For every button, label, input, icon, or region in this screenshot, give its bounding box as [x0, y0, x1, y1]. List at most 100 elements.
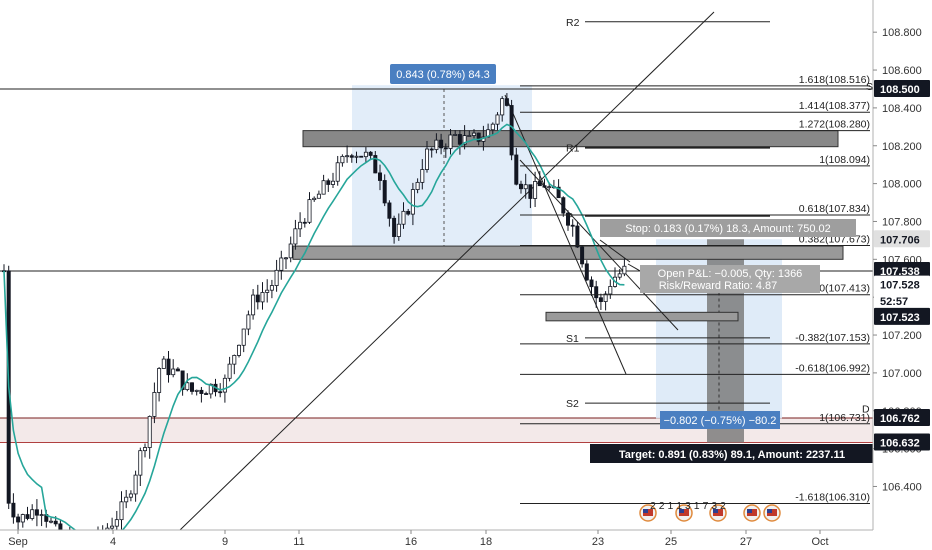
- price-tag: 107.528: [874, 275, 930, 293]
- price-tags-layer: 108.500 107.706 107.538 107.528 52:57 107.523…: [874, 79, 930, 451]
- fib-label-10: -1.618(106.310): [795, 492, 870, 504]
- candle: [509, 99, 514, 161]
- fib-label-9: 1(106.731): [819, 412, 870, 424]
- candle-body: [566, 212, 571, 226]
- candle: [429, 147, 434, 158]
- short-box-label: −0.802 (−0.75%) −80.2: [664, 415, 777, 427]
- candle-body: [556, 186, 561, 199]
- fib-label-1: 1.414(108.377): [799, 100, 870, 112]
- time-tick-label: 23: [592, 536, 604, 548]
- risk-reward-label: Risk/Reward Ratio: 4.87: [659, 280, 778, 292]
- time-axis[interactable]: Sep 4 9 11 16 18 23 25 27 Oct: [0, 529, 932, 550]
- candle-body: [406, 210, 411, 215]
- pivot-label-r1: R1: [566, 143, 580, 155]
- candle-body: [180, 370, 185, 391]
- candle-body: [321, 180, 326, 195]
- candle-body: [443, 147, 448, 150]
- time-tick-label: 9: [222, 536, 228, 548]
- candle: [598, 293, 603, 310]
- price-tag: 107.538: [874, 262, 930, 280]
- candle: [25, 506, 30, 521]
- candle-body: [302, 221, 307, 224]
- event-flag-icon[interactable]: [763, 504, 781, 522]
- price-tag-bg: [874, 433, 930, 451]
- candle: [312, 196, 317, 202]
- candle-body: [119, 501, 124, 521]
- stop-label-bg: [600, 219, 856, 237]
- candle-body: [227, 363, 232, 379]
- candle: [227, 356, 232, 382]
- candle-body: [16, 516, 21, 523]
- candle-body: [603, 293, 608, 302]
- candle-body: [500, 98, 505, 116]
- candle-body: [293, 228, 298, 245]
- range-box-label: 0.843 (0.78%) 84.3: [396, 69, 490, 81]
- candle-body: [401, 210, 406, 225]
- target-label: Target: 0.891 (0.83%) 89.1, Amount: 2237…: [619, 449, 845, 461]
- candle-body: [547, 186, 552, 189]
- candle-body: [152, 392, 157, 417]
- candle-body: [622, 265, 627, 275]
- candle-body: [608, 286, 613, 295]
- candle: [265, 279, 270, 303]
- uptrend-line: [179, 11, 715, 531]
- time-tick-label: 11: [293, 536, 304, 548]
- candle: [236, 344, 241, 358]
- candle: [30, 504, 35, 521]
- candle-body: [25, 514, 30, 519]
- candle: [16, 513, 21, 531]
- candle: [617, 269, 622, 280]
- time-tick-label: 18: [480, 536, 492, 548]
- event-flag-icon[interactable]: [743, 504, 761, 522]
- candle-body: [528, 184, 533, 199]
- price-tag-bg: [874, 262, 930, 280]
- candle: [128, 490, 133, 502]
- candle: [260, 282, 265, 310]
- candle-body: [382, 180, 387, 204]
- candle: [147, 415, 152, 459]
- candle-body: [448, 134, 453, 149]
- candle-body: [340, 155, 345, 164]
- candle-body: [542, 185, 547, 188]
- price-tag-label: 52:57: [880, 296, 908, 308]
- candle: [194, 389, 199, 396]
- event-icons-layer[interactable]: 2 2 1 1 3 1 7 3 2: [639, 500, 781, 522]
- pivot-label-s1: S1: [566, 333, 579, 345]
- candle: [570, 219, 575, 237]
- price-tag: 106.762: [874, 408, 930, 426]
- short-box-label-bg: [660, 411, 780, 429]
- price-tick-label: 108.800: [882, 27, 922, 39]
- candle: [377, 164, 382, 191]
- candle-body: [283, 257, 288, 260]
- candle-body: [236, 344, 241, 356]
- candle-body: [495, 114, 500, 125]
- candle: [302, 218, 307, 228]
- stop-pointer-line: [599, 239, 631, 263]
- candle-body: [594, 286, 599, 299]
- event-flag-canton: [767, 509, 772, 513]
- candle: [11, 493, 16, 524]
- candle: [133, 470, 138, 502]
- candle: [152, 382, 157, 424]
- candle: [566, 210, 571, 231]
- candle: [232, 354, 237, 375]
- candle-body: [561, 197, 566, 214]
- candle: [533, 171, 538, 208]
- candle: [396, 213, 401, 241]
- candle-body: [232, 355, 237, 365]
- price-tag-label: 107.523: [880, 312, 920, 324]
- candle-body: [194, 389, 199, 392]
- event-flag-icon[interactable]: [709, 504, 727, 522]
- time-tick-label: Sep: [8, 536, 28, 548]
- candle: [523, 173, 528, 199]
- price-tag-bg: [874, 275, 930, 293]
- candle-body: [53, 520, 58, 525]
- fib-label-6: 0(107.413): [819, 283, 870, 295]
- price-tick-label: 107.200: [882, 330, 922, 342]
- candle-body: [288, 243, 293, 259]
- event-flag-icon[interactable]: [675, 504, 693, 522]
- candle: [204, 391, 209, 395]
- event-flag-icon[interactable]: [639, 504, 657, 522]
- candle-body: [373, 155, 378, 174]
